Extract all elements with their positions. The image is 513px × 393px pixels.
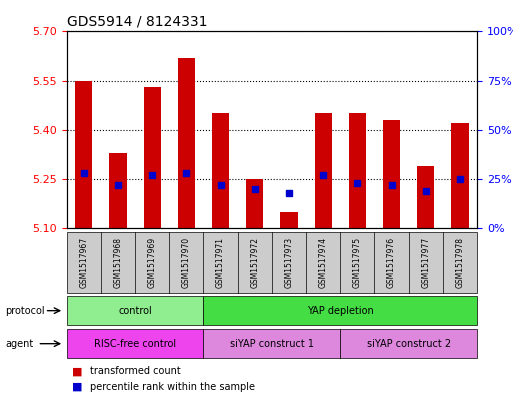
Bar [75,81,92,228]
Text: percentile rank within the sample: percentile rank within the sample [90,382,255,392]
Bar [212,113,229,228]
Text: YAP depletion: YAP depletion [307,306,373,316]
Text: GSM1517970: GSM1517970 [182,237,191,288]
Bar [349,113,366,228]
Text: GSM1517976: GSM1517976 [387,237,396,288]
Bar [314,113,332,228]
Bar [451,123,468,228]
Text: agent: agent [5,339,33,349]
Text: ■: ■ [72,366,82,376]
Text: GSM1517969: GSM1517969 [148,237,156,288]
Bar [109,152,127,228]
Text: transformed count: transformed count [90,366,181,376]
Text: siYAP construct 1: siYAP construct 1 [230,339,314,349]
Text: GSM1517975: GSM1517975 [353,237,362,288]
Text: ■: ■ [72,382,82,392]
Text: GDS5914 / 8124331: GDS5914 / 8124331 [67,15,207,29]
Text: GSM1517972: GSM1517972 [250,237,259,288]
Text: GSM1517973: GSM1517973 [285,237,293,288]
Text: protocol: protocol [5,306,45,316]
Bar [178,58,195,228]
Text: GSM1517978: GSM1517978 [456,237,464,288]
Text: GSM1517967: GSM1517967 [80,237,88,288]
Text: GSM1517971: GSM1517971 [216,237,225,288]
Bar [281,211,298,228]
Text: GSM1517977: GSM1517977 [421,237,430,288]
Text: GSM1517974: GSM1517974 [319,237,328,288]
Text: siYAP construct 2: siYAP construct 2 [367,339,451,349]
Bar [417,166,435,228]
Text: GSM1517968: GSM1517968 [113,237,123,288]
Text: control: control [118,306,152,316]
Bar [383,120,400,228]
Text: RISC-free control: RISC-free control [94,339,176,349]
Bar [246,179,263,228]
Bar [144,87,161,228]
